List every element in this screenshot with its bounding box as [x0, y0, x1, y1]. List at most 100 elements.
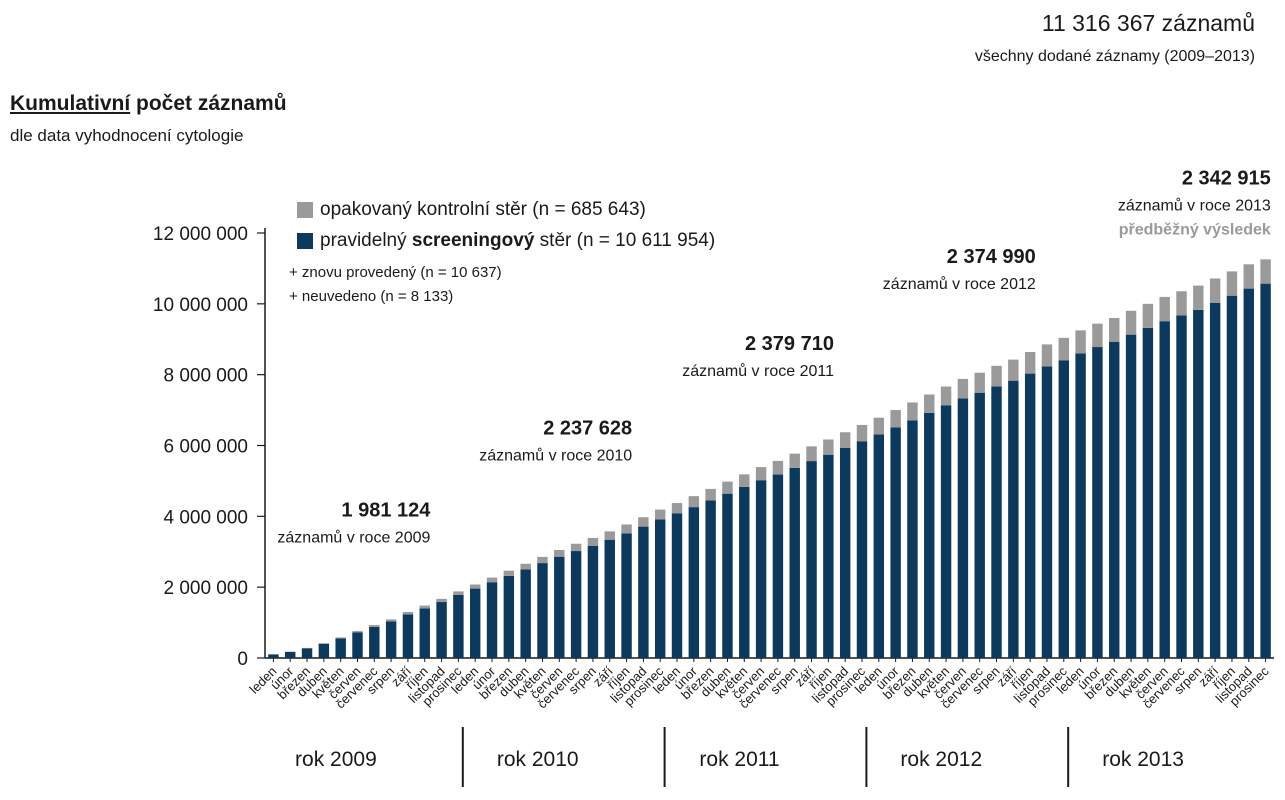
bar-control — [739, 474, 750, 487]
bar-control — [890, 410, 901, 428]
bar-screening — [890, 427, 901, 658]
bar-control — [772, 460, 784, 475]
bar-screening — [1075, 353, 1086, 658]
bar-screening — [1209, 302, 1221, 658]
bar-screening — [722, 493, 733, 658]
bar-control — [671, 503, 683, 514]
bar-screening — [402, 614, 414, 658]
bar-screening — [385, 621, 397, 658]
year-label: rok 2009 — [295, 748, 377, 771]
bar-screening — [419, 608, 430, 658]
bar-control — [335, 637, 346, 639]
legend-swatch-control — [297, 202, 313, 218]
annotation-text: záznamů v roce 2010 — [479, 447, 632, 465]
chart-title-underlined: Kumulativní — [10, 92, 131, 115]
bar-screening — [823, 454, 834, 658]
bar-screening — [268, 654, 279, 658]
bar-control — [722, 481, 733, 494]
bar-control — [469, 584, 481, 589]
bar-control — [419, 605, 430, 609]
legend-note-unspecified: + neuvedeno (n = 8 133) — [289, 288, 454, 305]
bar-control — [1159, 296, 1170, 322]
bar-control — [621, 524, 632, 534]
bar-screening — [486, 582, 498, 658]
bar-control — [1176, 291, 1187, 316]
bar-screening — [856, 441, 868, 658]
bar-screening — [974, 392, 985, 658]
annotation-note: předběžný výsledek — [1119, 221, 1271, 238]
bar-control — [318, 643, 330, 644]
bar-screening — [301, 648, 313, 658]
bar-control — [436, 598, 447, 603]
bar-screening — [436, 602, 447, 658]
bar-control — [974, 372, 985, 393]
annotation-value: 2 342 915 — [1182, 167, 1271, 189]
bar-control — [1142, 303, 1154, 328]
bar-screening — [1092, 347, 1103, 658]
bar-control — [402, 611, 414, 615]
bar-screening — [671, 513, 683, 658]
bar-control — [957, 378, 969, 399]
bar-control — [369, 625, 380, 627]
year-label: rok 2010 — [497, 748, 579, 771]
legend-swatch-screening — [297, 233, 313, 249]
bar-screening — [772, 474, 784, 658]
legend-label-control: opakovaný kontrolní stěr (n = 685 643) — [320, 199, 646, 220]
annotation-value: 1 981 124 — [341, 499, 431, 521]
bar-screening — [537, 563, 548, 658]
legend-item-screening: pravidelný screeningový stěr (n = 10 611… — [297, 230, 715, 252]
y-tick-label: 2 000 000 — [163, 578, 248, 599]
bar-control — [940, 386, 952, 406]
y-tick-label: 10 000 000 — [153, 295, 248, 316]
year-label: rok 2012 — [900, 748, 982, 771]
bar-screening — [991, 386, 1002, 658]
bar-screening — [940, 405, 952, 658]
annotation-value: 2 237 628 — [543, 418, 632, 440]
chart-subtitle: dle data vyhodnocení cytologie — [10, 126, 244, 145]
bar-screening — [335, 638, 346, 658]
bar-screening — [1109, 341, 1120, 658]
bar-screening — [1243, 288, 1254, 658]
bar-control — [604, 531, 615, 540]
y-tick-label: 6 000 000 — [163, 437, 248, 458]
bar-control — [1260, 259, 1271, 284]
bar-control — [486, 577, 498, 583]
bar-control — [654, 509, 666, 520]
bar-control — [823, 439, 834, 455]
bar-control — [352, 631, 363, 633]
chart-title: Kumulativní počet záznamů — [10, 92, 287, 116]
bar-screening — [554, 556, 565, 658]
bar-control — [537, 556, 548, 564]
bar-control — [1226, 271, 1238, 296]
bar-control — [385, 619, 397, 622]
bar-screening — [1176, 315, 1187, 658]
bar-screening — [873, 434, 885, 658]
bar-control — [924, 394, 935, 413]
bar-control — [570, 543, 582, 552]
y-tick-label: 0 — [237, 649, 248, 670]
y-tick-label: 8 000 000 — [163, 366, 248, 387]
legend-item-control: opakovaný kontrolní stěr (n = 685 643) — [297, 199, 646, 221]
bar-screening — [789, 467, 800, 658]
bar-screening — [369, 626, 380, 658]
bar-control — [1008, 359, 1019, 381]
bar-screening — [285, 651, 296, 658]
bar-control — [638, 517, 649, 527]
bar-control — [991, 365, 1002, 387]
bar-control — [806, 446, 817, 462]
annotation-value: 2 379 710 — [745, 333, 834, 355]
legend-label-screening-b: screeningový — [411, 230, 535, 251]
bar-control — [789, 453, 800, 468]
bar-control — [688, 496, 700, 508]
year-label: rok 2013 — [1102, 748, 1184, 771]
bar-screening — [1008, 380, 1019, 658]
bar-screening — [688, 507, 700, 658]
bar-screening — [654, 519, 666, 658]
bar-screening — [520, 569, 531, 658]
bar-screening — [1125, 334, 1137, 658]
total-records-subtitle: všechny dodané záznamy (2009–2013) — [974, 48, 1255, 65]
chart-title-rest: počet záznamů — [130, 92, 287, 115]
y-tick-label: 4 000 000 — [163, 507, 248, 528]
bar-control — [587, 537, 599, 546]
bar-control — [907, 402, 918, 421]
